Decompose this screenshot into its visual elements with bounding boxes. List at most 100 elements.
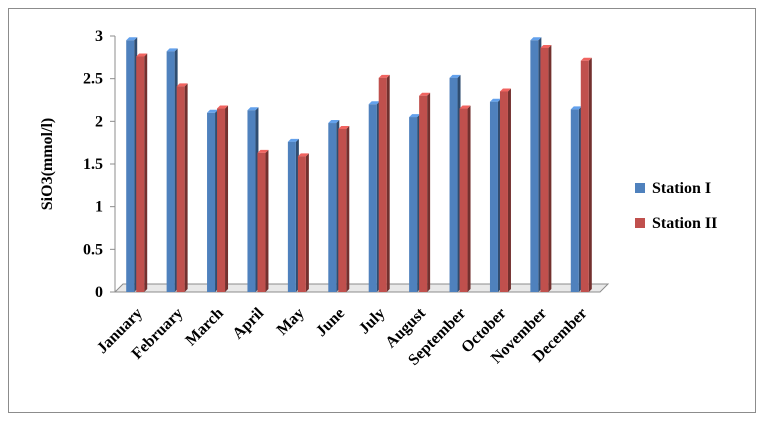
bar-side xyxy=(225,105,229,293)
bar-front xyxy=(338,129,347,292)
bar-front xyxy=(297,156,306,292)
bar-top xyxy=(489,98,501,102)
bar-front xyxy=(530,40,539,293)
bars xyxy=(126,37,592,293)
bar-side xyxy=(507,88,511,292)
bar-station-2-april xyxy=(257,149,269,292)
bar-top xyxy=(570,106,582,110)
bar-station-1-february xyxy=(166,48,178,292)
bar-front xyxy=(176,86,185,292)
bar-top xyxy=(166,48,178,52)
bar-top xyxy=(459,105,471,109)
bar-top xyxy=(176,83,188,87)
legend-item-2: Station II xyxy=(635,215,717,232)
bar-top xyxy=(287,138,299,142)
bar-station-2-august xyxy=(419,92,431,292)
bar-front xyxy=(489,101,498,292)
bar-station-2-may xyxy=(297,153,309,292)
bar-top xyxy=(499,88,511,92)
bar-front xyxy=(449,77,458,293)
bar-side xyxy=(588,57,592,292)
bar-station-2-november xyxy=(540,44,552,292)
y-tick-label: 2.5 xyxy=(83,71,103,88)
x-tick-label: April xyxy=(229,304,267,342)
bar-front xyxy=(287,141,296,292)
bar-side xyxy=(346,126,350,292)
bar-top xyxy=(207,109,219,113)
bar-side xyxy=(548,44,552,292)
bar-station-1-may xyxy=(287,138,299,292)
x-tick-label: May xyxy=(274,305,308,339)
legend-label: Station II xyxy=(652,215,717,232)
bar-top xyxy=(257,149,269,153)
bar-front xyxy=(257,152,266,292)
bar-top xyxy=(297,153,309,157)
bar-front xyxy=(378,77,387,293)
bar-front xyxy=(409,117,418,292)
bar-front xyxy=(540,47,549,292)
bar-top xyxy=(409,114,421,118)
legend-label: Station I xyxy=(652,180,711,197)
bar-side xyxy=(265,149,269,292)
legend-item-1: Station I xyxy=(635,180,711,197)
bar-station-2-february xyxy=(176,83,188,292)
legend-swatch xyxy=(635,218,645,228)
chart-floor xyxy=(113,283,610,293)
bar-front xyxy=(166,51,175,292)
x-tick-label: July xyxy=(356,305,389,338)
bar-top xyxy=(126,37,138,41)
bar-station-2-december xyxy=(580,57,592,292)
y-tick-label: 1.5 xyxy=(83,156,103,173)
bar-station-1-june xyxy=(328,120,340,292)
bar-top xyxy=(419,92,431,96)
bar-station-2-july xyxy=(378,74,390,293)
bar-front xyxy=(247,110,256,293)
y-axis-title: SiO3(mmol/l) xyxy=(39,118,56,210)
y-tick-label: 2 xyxy=(95,113,103,130)
bar-front xyxy=(580,60,589,292)
bar-station-1-july xyxy=(368,101,380,293)
x-tick-label: March xyxy=(182,305,227,350)
bar-front xyxy=(499,91,508,292)
bar-top xyxy=(530,37,542,41)
bar-top xyxy=(217,105,229,109)
bar-top xyxy=(338,126,350,130)
x-tick-label: June xyxy=(313,305,348,340)
bar-station-1-march xyxy=(207,109,219,292)
bar-side xyxy=(386,74,390,293)
legend: Station I Station II xyxy=(635,180,717,232)
bar-station-1-october xyxy=(489,98,501,292)
bar-side xyxy=(427,92,431,292)
bar-station-2-january xyxy=(136,53,148,293)
bar-front xyxy=(368,104,377,293)
bar-station-1-august xyxy=(409,114,421,292)
bar-front xyxy=(419,95,428,292)
bar-side xyxy=(467,105,471,293)
y-tick-label: 1 xyxy=(95,199,103,216)
bar-top xyxy=(540,44,552,48)
bar-side xyxy=(144,53,148,293)
bar-station-1-january xyxy=(126,37,138,293)
bar-station-1-april xyxy=(247,107,259,293)
bar-top xyxy=(368,101,380,105)
bar-station-2-october xyxy=(499,88,511,292)
y-tick-label: 0 xyxy=(95,284,103,301)
y-tick-label: 3 xyxy=(95,28,103,45)
bar-front xyxy=(570,109,579,293)
y-tick-label: 0.5 xyxy=(83,241,103,258)
bar-station-1-december xyxy=(570,106,582,293)
bar-top xyxy=(449,74,461,78)
bar-front xyxy=(126,40,135,293)
bar-top xyxy=(328,120,340,124)
bar-station-2-september xyxy=(459,105,471,293)
bar-top xyxy=(136,53,148,57)
bar-front xyxy=(459,108,468,293)
bar-top xyxy=(580,57,592,61)
bar-front xyxy=(328,123,337,292)
bar-side xyxy=(184,83,188,292)
bar-front xyxy=(217,108,226,293)
bar-station-2-march xyxy=(217,105,229,293)
bar-station-1-september xyxy=(449,74,461,293)
bar-top xyxy=(378,74,390,78)
